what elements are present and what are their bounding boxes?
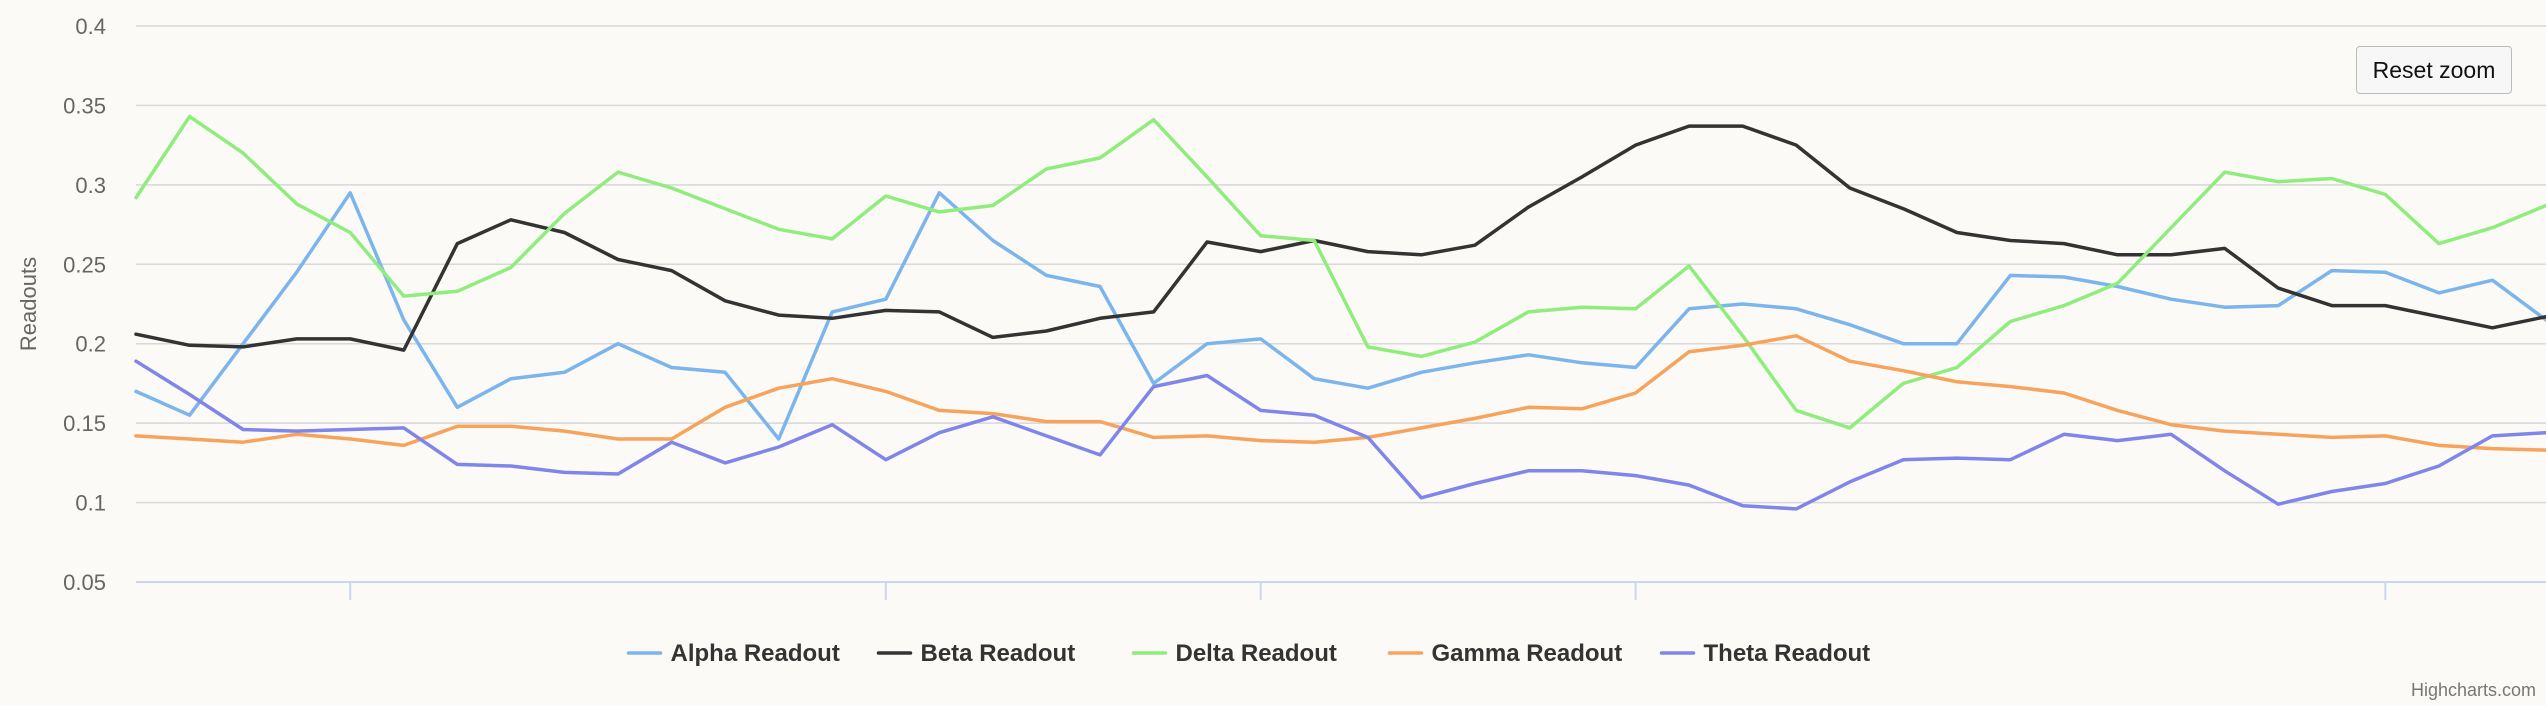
legend-label: Alpha Readout: [671, 640, 840, 667]
legend[interactable]: Alpha Readout Beta Readout Delta Readout Ga…: [626, 640, 1871, 667]
y-axis: 0.05 0.1 0.15 0.2 0.25 0.3 0.35 0.4: [63, 14, 106, 595]
series-line-delta-readout[interactable]: [134, 114, 2546, 430]
legend-label: Delta Readout: [1176, 640, 1337, 667]
legend-item-gamma-readout[interactable]: Gamma Readout: [1387, 640, 1623, 667]
legend-item-theta-readout[interactable]: Theta Readout: [1659, 640, 1871, 667]
series-line-theta-readout[interactable]: [134, 359, 2546, 511]
y-tick-label: 0.15: [63, 411, 106, 436]
y-tick-label: 0.05: [63, 570, 106, 595]
x-axis: [136, 581, 2546, 600]
y-tick-label: 0.35: [63, 93, 106, 118]
y-tick-label: 0.4: [75, 14, 106, 39]
reset-zoom-button[interactable]: Reset zoom: [2356, 46, 2512, 94]
y-tick-label: 0.3: [75, 173, 106, 198]
series-line-gamma-readout[interactable]: [134, 334, 2546, 452]
series-lines: [134, 114, 2546, 511]
credits-link[interactable]: Highcharts.com: [2410, 680, 2536, 700]
y-tick-label: 0.25: [63, 252, 106, 277]
series-line-beta-readout[interactable]: [134, 124, 2546, 352]
legend-item-beta-readout[interactable]: Beta Readout: [876, 640, 1076, 667]
legend-label: Gamma Readout: [1432, 640, 1623, 667]
legend-label: Beta Readout: [921, 640, 1076, 667]
y-tick-label: 0.2: [75, 332, 106, 357]
y-axis-title: Readouts: [16, 257, 41, 351]
legend-label: Theta Readout: [1704, 640, 1871, 667]
series-line-alpha-readout[interactable]: [134, 191, 2546, 441]
gridlines: [136, 25, 2546, 504]
legend-item-alpha-readout[interactable]: Alpha Readout: [626, 640, 840, 667]
legend-item-delta-readout[interactable]: Delta Readout: [1131, 640, 1337, 667]
y-tick-label: 0.1: [75, 491, 106, 516]
